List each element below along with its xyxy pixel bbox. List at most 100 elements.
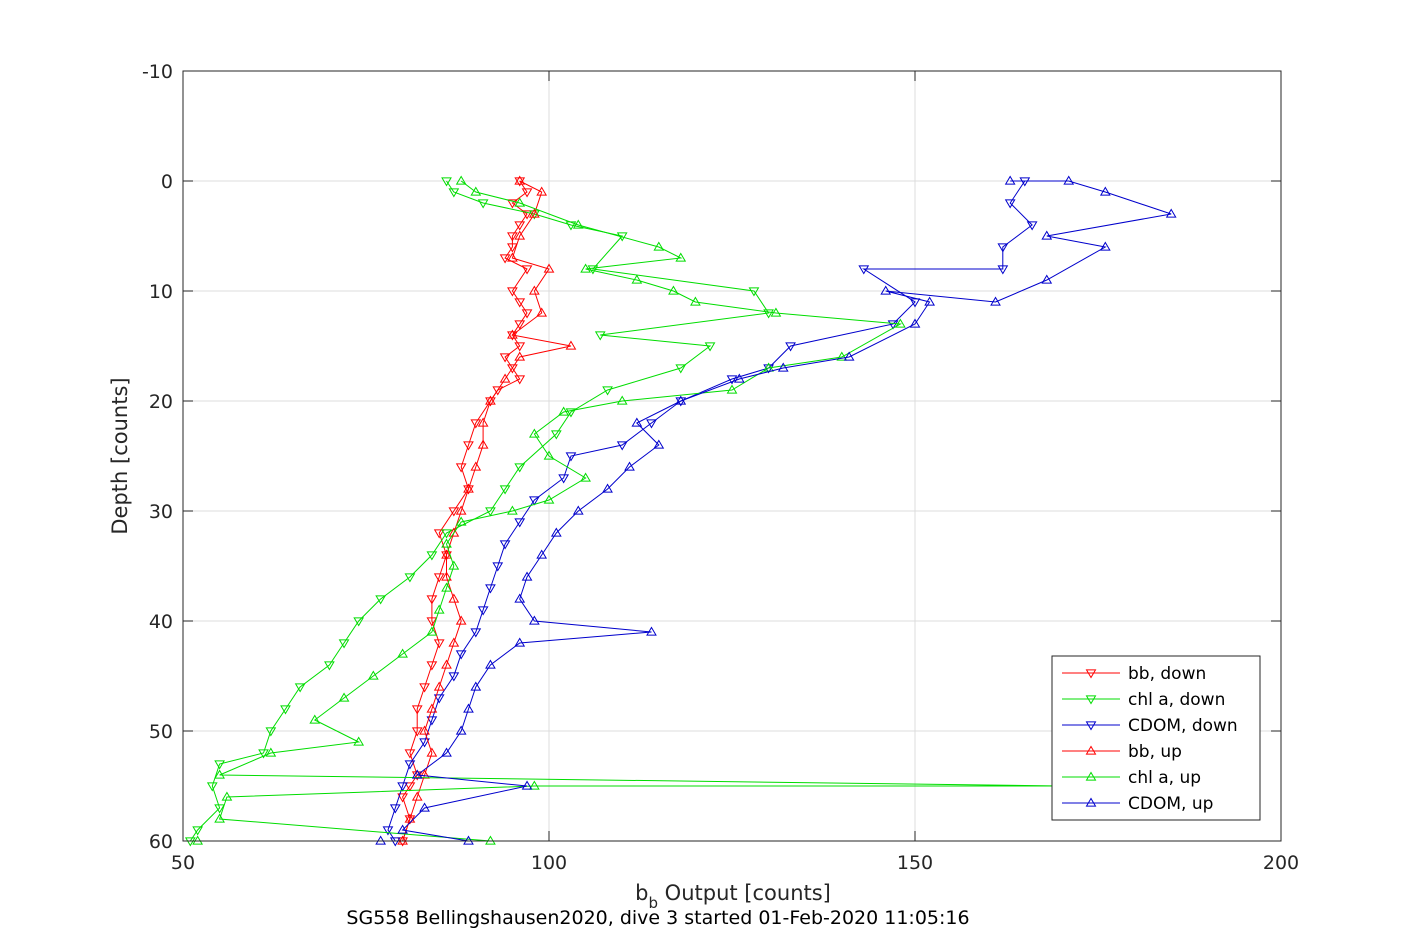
series-4 — [192, 175, 1067, 845]
data-point — [477, 439, 489, 449]
data-point — [909, 318, 921, 328]
series-3 — [397, 175, 577, 845]
data-point — [353, 736, 365, 746]
data-point — [419, 683, 430, 693]
data-point — [433, 573, 445, 583]
legend-label: chl a, down — [1128, 690, 1225, 710]
legend-marker — [1085, 771, 1097, 781]
data-point — [411, 705, 423, 715]
series-5 — [375, 175, 1177, 845]
data-point — [485, 584, 496, 594]
legend: bb, down chl a, down CDOM, down bb, up chl a… — [1051, 655, 1261, 821]
data-point — [514, 230, 526, 240]
data-point — [221, 791, 233, 801]
data-point — [433, 694, 445, 704]
data-point — [309, 714, 321, 724]
data-point — [514, 375, 526, 385]
data-point — [653, 241, 665, 251]
data-point — [397, 824, 408, 834]
data-point — [419, 725, 430, 735]
data-point — [550, 527, 562, 537]
data-point — [646, 626, 657, 636]
data-point — [997, 265, 1009, 275]
data-point — [572, 219, 584, 229]
data-point — [924, 296, 936, 306]
data-point — [463, 485, 474, 495]
data-point — [338, 639, 350, 649]
y-tick-label: 40 — [149, 611, 173, 633]
data-point — [499, 373, 511, 383]
data-point — [1063, 175, 1075, 185]
data-point — [602, 483, 613, 493]
data-point — [726, 375, 738, 385]
data-point — [704, 342, 716, 352]
y-tick-label: 50 — [149, 721, 173, 743]
data-point — [653, 439, 665, 449]
data-point — [521, 309, 533, 319]
data-point — [536, 549, 548, 559]
data-point — [858, 265, 870, 275]
data-point — [499, 540, 511, 550]
x-axis-label: bb Output [counts] — [635, 881, 831, 912]
data-point — [419, 802, 430, 812]
series-0 — [397, 177, 533, 847]
data-point — [565, 340, 577, 350]
x-tick-label: 50 — [171, 852, 195, 874]
data-point — [580, 472, 591, 482]
data-point — [294, 683, 306, 693]
data-point — [455, 615, 467, 625]
data-point — [426, 617, 438, 627]
data-point — [514, 342, 526, 352]
data-point — [1099, 241, 1111, 251]
series-line — [380, 180, 1172, 842]
data-point — [894, 318, 906, 328]
data-point — [1026, 221, 1038, 231]
data-point — [463, 703, 474, 713]
data-point — [477, 417, 489, 427]
data-point — [485, 397, 496, 407]
data-point — [521, 780, 533, 790]
data-point — [433, 529, 445, 539]
series-line — [197, 180, 1062, 842]
data-point — [763, 309, 774, 319]
data-point — [1099, 186, 1111, 196]
data-point — [411, 769, 423, 779]
data-point — [404, 782, 416, 792]
data-point — [258, 749, 269, 759]
data-point — [543, 450, 555, 460]
y-tick-label: 20 — [149, 391, 173, 413]
data-point — [558, 474, 570, 484]
data-point — [214, 813, 225, 823]
data-point — [646, 419, 657, 429]
data-point — [441, 551, 452, 561]
data-point — [499, 485, 511, 495]
legend-marker — [1085, 721, 1097, 731]
data-point — [485, 835, 496, 845]
data-point — [455, 516, 467, 526]
data-point — [836, 351, 848, 361]
data-point — [528, 615, 540, 625]
figure-caption: SG558 Bellingshausen2020, dive 3 started… — [346, 907, 969, 929]
data-point — [514, 175, 526, 185]
data-point — [448, 188, 460, 198]
legend-label: CDOM, down — [1128, 716, 1238, 736]
data-point — [353, 617, 365, 627]
data-point — [441, 549, 452, 559]
data-point — [477, 199, 489, 209]
data-point — [397, 835, 408, 845]
series-layer — [184, 175, 1177, 847]
data-point — [528, 496, 540, 506]
x-tick-label: 150 — [897, 852, 933, 874]
data-point — [507, 243, 518, 253]
data-point — [448, 507, 460, 517]
data-point — [426, 551, 438, 561]
data-point — [441, 659, 452, 669]
data-point — [668, 285, 679, 295]
data-point — [536, 307, 548, 317]
data-point — [514, 463, 526, 473]
series-line — [402, 180, 572, 842]
data-point — [470, 628, 482, 638]
y-tick-label: 60 — [149, 831, 173, 853]
data-point — [455, 505, 467, 515]
